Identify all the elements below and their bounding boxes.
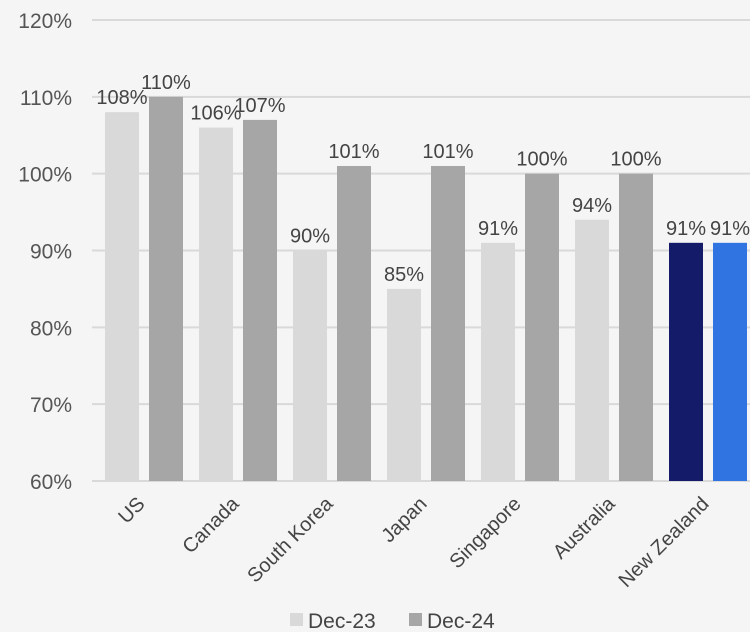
data-labels: 108%110% 106%107% 90% 101% 85% 101% 91% 100% 94%… (96, 72, 750, 286)
bar-japan-dec-23 (387, 288, 421, 481)
data-label-new-zealand-dec-23: 91% (666, 218, 706, 240)
y-tick-label: 120% (18, 10, 72, 33)
y-tick-label: 100% (18, 164, 72, 187)
data-label-us-dec-23: 108% (96, 87, 147, 109)
data-label-canada-dec-24: 107% (234, 95, 285, 117)
bar-us-dec-24 (149, 96, 183, 481)
data-label-australia-dec-23: 94% (572, 195, 612, 217)
category-label-singapore: Singapore (445, 493, 525, 573)
bars (105, 96, 747, 482)
bar-australia-dec-23 (575, 219, 609, 481)
category-label-new-zealand: New Zealand (615, 493, 714, 592)
bar-singapore-dec-23 (481, 242, 515, 481)
legend-label-dec-23: Dec-23 (308, 610, 376, 632)
bar-singapore-dec-24 (525, 173, 559, 481)
y-tick-label: 80% (30, 317, 72, 340)
y-tick-label: 60% (30, 471, 72, 494)
y-axis-tick-labels: 60% 70% 80% 90% 100% 110% 120% (18, 10, 72, 494)
legend-label-dec-24: Dec-24 (427, 610, 495, 632)
data-label-australia-dec-24: 100% (610, 149, 661, 171)
legend: Dec-23 Dec-24 (290, 610, 495, 632)
category-label-south-korea: South Korea (243, 492, 338, 587)
bar-canada-dec-23 (199, 127, 233, 482)
bar-south-korea-dec-23 (293, 250, 327, 481)
category-label-japan: Japan (377, 493, 431, 547)
data-label-canada-dec-23: 106% (190, 103, 241, 125)
data-label-singapore-dec-23: 91% (478, 218, 518, 240)
bar-japan-dec-24 (431, 165, 465, 481)
bar-new-zealand-dec-23 (669, 242, 703, 481)
bar-australia-dec-24 (619, 173, 653, 481)
category-label-australia: Australia (549, 492, 620, 563)
category-label-us: US (114, 493, 149, 528)
data-label-japan-dec-23: 85% (384, 264, 424, 286)
bar-south-korea-dec-24 (337, 165, 371, 481)
y-tick-label: 110% (20, 87, 72, 110)
bar-canada-dec-24 (243, 119, 277, 481)
y-tick-label: 90% (30, 241, 72, 264)
legend-swatch-dec-24 (409, 613, 422, 626)
category-label-canada: Canada (178, 492, 244, 558)
bar-new-zealand-dec-24 (713, 242, 747, 481)
bar-us-dec-23 (105, 112, 139, 481)
data-label-us-dec-24: 110% (141, 72, 191, 94)
data-label-japan-dec-24: 101% (422, 141, 473, 163)
data-label-south-korea-dec-24: 101% (328, 141, 379, 163)
data-label-new-zealand-dec-24: 91% (710, 218, 750, 240)
data-label-south-korea-dec-23: 90% (290, 226, 330, 248)
x-axis-category-labels: US Canada South Korea Japan Singapore Austral… (114, 492, 713, 592)
legend-swatch-dec-23 (290, 613, 303, 626)
y-tick-label: 70% (30, 394, 72, 417)
data-label-singapore-dec-24: 100% (516, 149, 567, 171)
